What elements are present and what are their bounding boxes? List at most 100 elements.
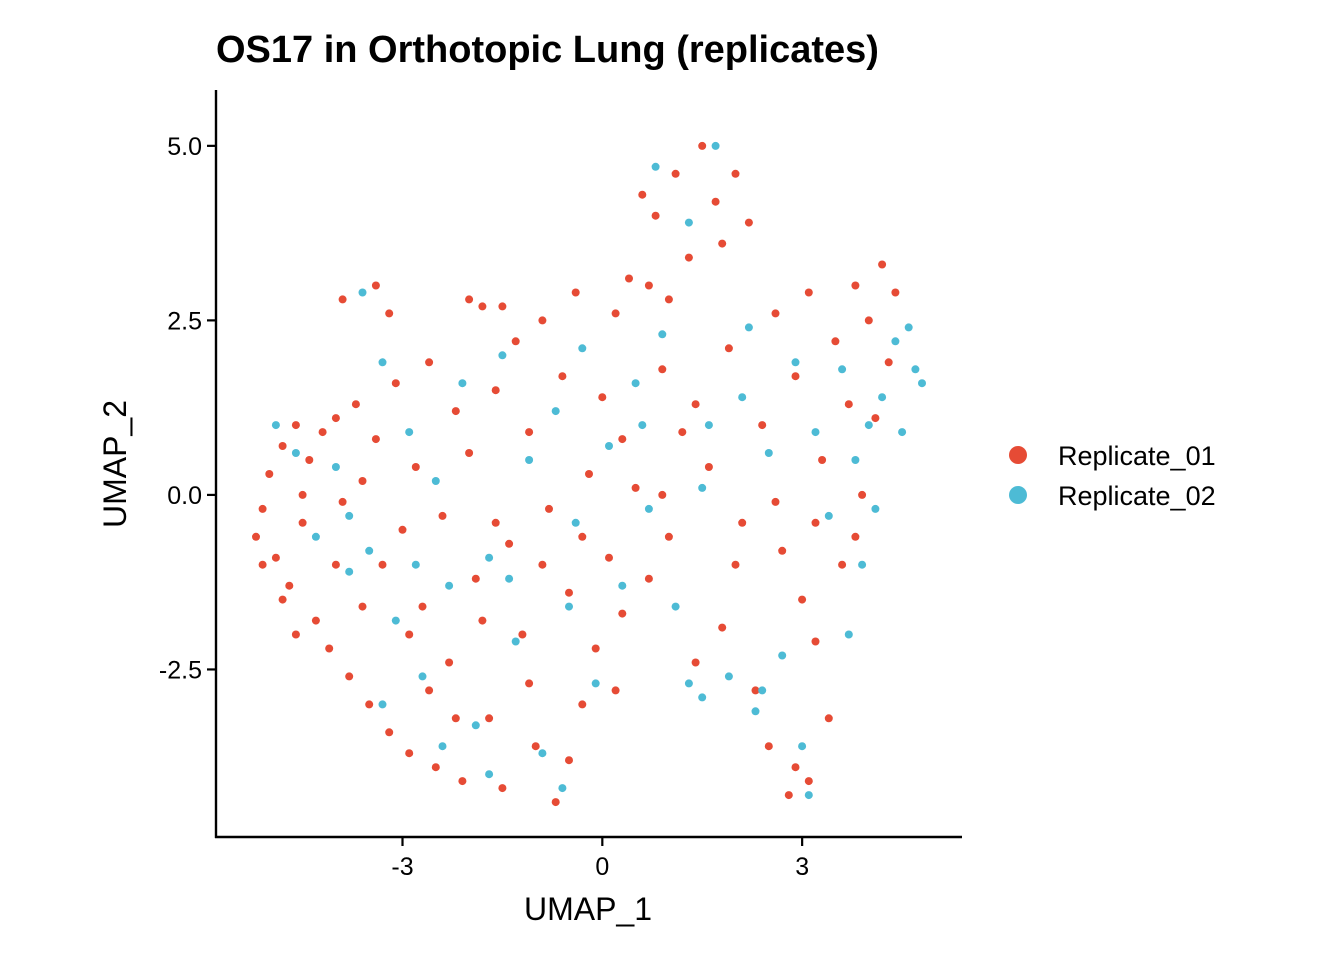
point-replicate-01-39: [511, 337, 520, 346]
point-replicate-01-33: [471, 574, 480, 583]
point-replicate-01-50: [585, 470, 593, 478]
point-replicate-01-110: [771, 497, 780, 506]
point-replicate-01-28: [438, 511, 447, 520]
point-replicate-01-6: [291, 421, 300, 430]
point-replicate-01-70: [718, 623, 727, 632]
point-replicate-01-79: [778, 546, 787, 555]
point-replicate-02-58: [684, 679, 693, 688]
point-replicate-01-42: [531, 742, 540, 751]
point-replicate-01-2: [265, 470, 274, 478]
point-replicate-02-32: [698, 483, 707, 492]
point-replicate-01-13: [338, 497, 347, 506]
point-replicate-02-68: [704, 421, 713, 430]
point-replicate-01-45: [551, 798, 560, 807]
point-replicate-01-0: [252, 532, 260, 541]
point-replicate-01-116: [478, 616, 487, 625]
point-replicate-02-26: [631, 379, 640, 388]
point-replicate-02-15: [485, 553, 494, 562]
point-replicate-01-73: [738, 518, 747, 527]
point-replicate-01-16: [358, 477, 367, 485]
point-replicate-02-50: [911, 365, 920, 374]
y-tick-label: -2.5: [159, 656, 202, 684]
point-replicate-02-55: [844, 630, 853, 639]
point-replicate-01-23: [405, 749, 414, 758]
point-replicate-01-129: [644, 281, 653, 290]
y-tick-label: 2.5: [167, 307, 202, 335]
point-replicate-02-22: [578, 344, 587, 353]
point-replicate-01-104: [538, 560, 547, 569]
point-replicate-01-69: [711, 197, 720, 206]
point-replicate-02-48: [891, 337, 900, 346]
point-replicate-01-95: [884, 358, 893, 367]
point-replicate-01-8: [305, 456, 314, 464]
point-replicate-01-100: [385, 309, 394, 318]
point-replicate-01-9: [311, 616, 320, 625]
point-replicate-02-9: [405, 428, 414, 437]
point-replicate-01-38: [505, 539, 514, 548]
point-replicate-02-3: [331, 463, 340, 471]
point-replicate-02-39: [791, 358, 800, 367]
point-replicate-01-93: [871, 414, 880, 423]
point-replicate-01-117: [525, 679, 534, 688]
point-replicate-02-43: [824, 511, 833, 520]
point-replicate-02-44: [838, 365, 847, 374]
point-replicate-01-34: [478, 302, 487, 311]
point-replicate-01-19: [378, 560, 387, 569]
point-replicate-02-2: [311, 532, 320, 541]
point-replicate-02-64: [411, 560, 420, 569]
point-replicate-01-96: [891, 288, 900, 297]
point-replicate-01-51: [591, 644, 600, 653]
point-replicate-01-62: [664, 532, 673, 541]
point-replicate-02-60: [485, 770, 494, 779]
point-replicate-02-34: [724, 672, 733, 681]
point-replicate-02-27: [644, 504, 653, 513]
point-replicate-02-49: [904, 323, 913, 332]
point-replicate-02-29: [658, 330, 667, 339]
point-replicate-01-44: [545, 504, 553, 513]
point-replicate-01-126: [291, 630, 300, 639]
point-replicate-01-80: [784, 791, 793, 800]
point-replicate-02-31: [684, 218, 693, 227]
point-replicate-02-54: [858, 560, 867, 569]
point-replicate-01-128: [498, 302, 507, 311]
point-replicate-01-1: [258, 504, 267, 513]
point-replicate-01-10: [318, 428, 327, 437]
point-replicate-01-3: [271, 553, 280, 562]
legend-key-replicate-02: [1009, 486, 1027, 504]
point-replicate-02-62: [378, 700, 387, 709]
point-replicate-02-47: [878, 393, 887, 402]
point-replicate-01-61: [658, 365, 667, 374]
point-replicate-02-66: [571, 518, 580, 527]
x-tick-label: 0: [595, 853, 609, 881]
point-replicate-02-4: [345, 567, 354, 576]
point-replicate-01-36: [491, 386, 500, 395]
point-replicate-01-127: [465, 295, 474, 304]
point-replicate-01-74: [744, 218, 753, 227]
point-replicate-01-78: [771, 309, 780, 318]
point-replicate-01-65: [684, 253, 693, 262]
point-replicate-01-98: [338, 295, 347, 304]
point-replicate-02-40: [798, 742, 807, 751]
point-replicate-01-109: [731, 560, 740, 569]
point-replicate-01-84: [811, 637, 820, 646]
plot-area: [252, 141, 926, 807]
data-points: [252, 141, 926, 807]
point-replicate-02-63: [345, 511, 354, 520]
point-replicate-01-12: [331, 414, 340, 423]
y-tick-label: 5.0: [167, 133, 202, 161]
point-replicate-01-46: [558, 372, 567, 381]
point-replicate-01-64: [678, 428, 687, 437]
point-replicate-01-121: [718, 239, 727, 248]
x-axis-title: UMAP_1: [524, 891, 652, 927]
point-replicate-01-108: [691, 400, 700, 409]
point-replicate-02-41: [804, 791, 813, 800]
point-replicate-01-90: [851, 281, 860, 290]
point-replicate-01-68: [704, 463, 713, 471]
x-tick-label: -3: [391, 853, 413, 881]
point-replicate-01-88: [838, 560, 847, 569]
legend-label-replicate-02: Replicate_02: [1058, 481, 1216, 511]
point-replicate-01-106: [618, 435, 627, 444]
point-replicate-01-94: [878, 260, 887, 269]
point-replicate-01-76: [758, 421, 767, 430]
point-replicate-01-123: [804, 777, 813, 786]
